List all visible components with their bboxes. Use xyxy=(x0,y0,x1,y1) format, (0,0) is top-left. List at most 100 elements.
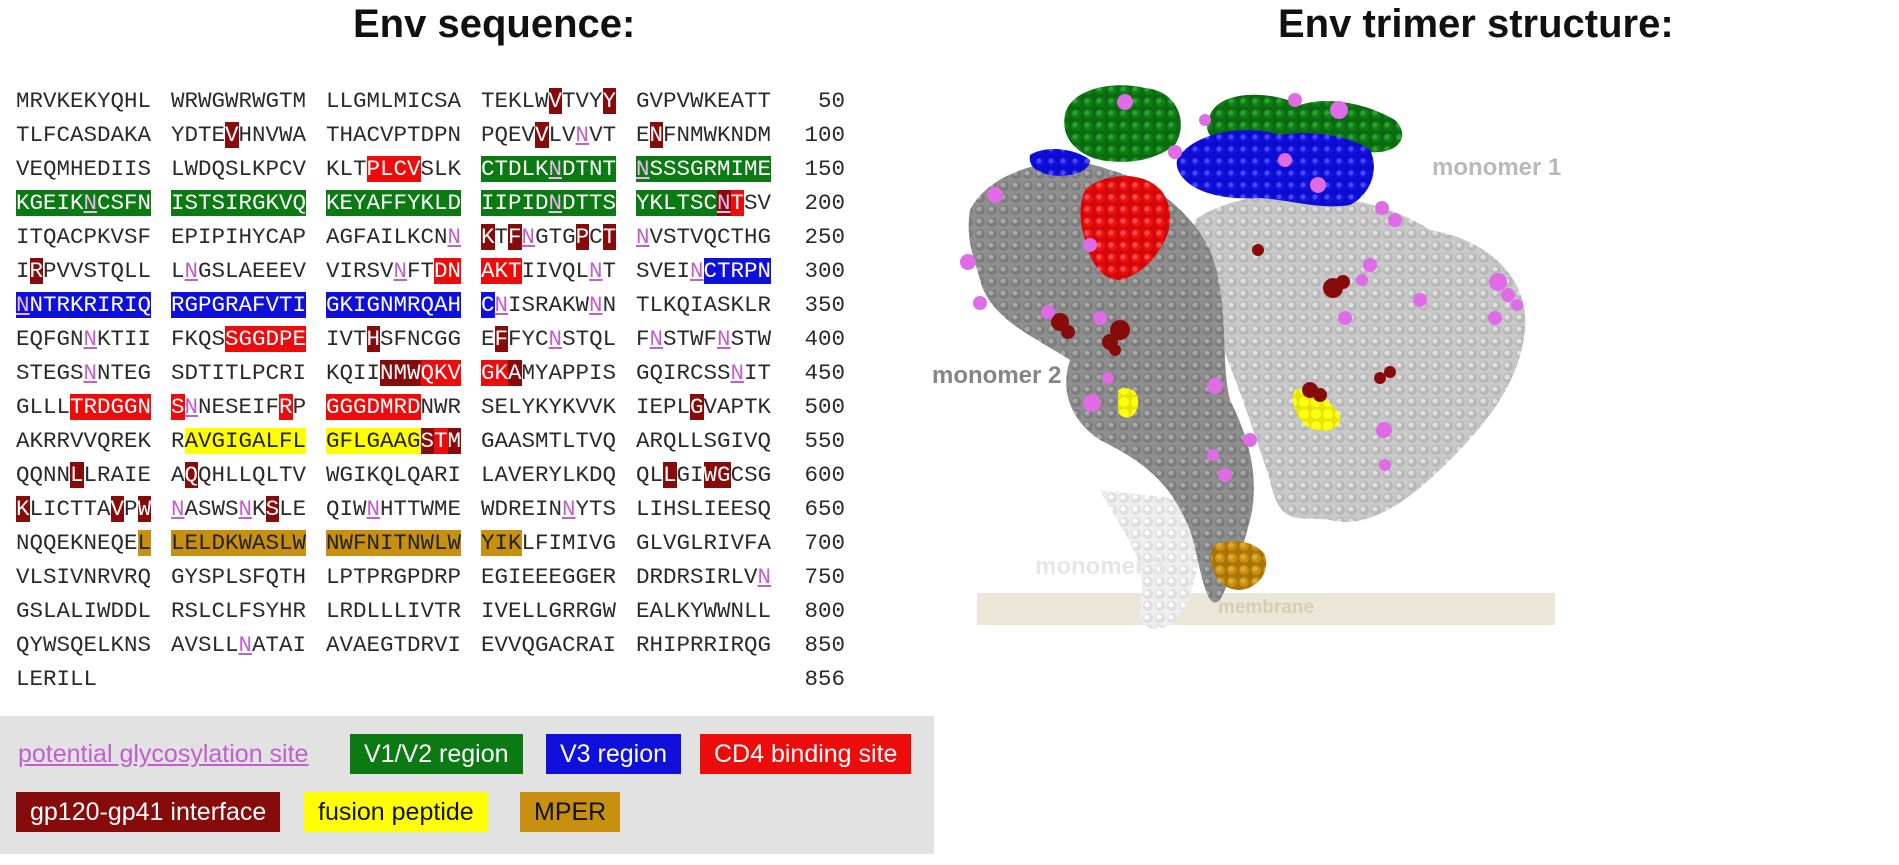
residues: LERILL xyxy=(16,666,98,692)
sequence-block-group: SELYKYKVVK xyxy=(481,390,636,424)
residues: LRDLLLIVTR xyxy=(326,598,462,624)
residues: FT xyxy=(407,258,435,284)
sequence-block-group: QIWNHTTWME xyxy=(326,492,481,526)
highlighted-residues: PLCV xyxy=(366,156,421,182)
residues: QIW xyxy=(326,496,367,522)
residues: GVPVWKEATT xyxy=(636,88,772,114)
sequence-block-group: TEKLWVTVYY xyxy=(481,84,636,118)
residues: A xyxy=(171,462,185,488)
monomer-2-label: monomer 2 xyxy=(932,362,1062,389)
glycosylation-site: N xyxy=(548,326,563,352)
highlighted-residues: W xyxy=(407,360,421,386)
residues: LRAIE xyxy=(83,462,152,488)
residue-number: 850 xyxy=(804,632,845,658)
residues: AVAEGTDRVI xyxy=(326,632,462,658)
highlighted-residues: Q xyxy=(184,462,199,488)
residues: MYAPPIS xyxy=(521,360,617,386)
glycosylation-site: N xyxy=(83,360,98,386)
highlighted-residues: SSSGRMIME xyxy=(649,156,772,182)
sequence-block-group: LWDQSLKPCV xyxy=(171,152,326,186)
residues: SFNCGG xyxy=(380,326,462,352)
highlighted-residues: S xyxy=(265,496,280,522)
residues: F xyxy=(636,326,650,352)
residues: EALKYWWNLL xyxy=(636,598,772,624)
residue-number: 550 xyxy=(804,428,845,454)
highlighted-residues: DTNT xyxy=(562,156,617,182)
sequence-block-group: GKIGNMRQAH xyxy=(326,288,481,322)
monomer-3-label: monomer 3 xyxy=(1035,553,1165,580)
sequence-row: NNTRKRIRIQ RGPGRAFVTI GKIGNMRQAH CNISRAKWNN… xyxy=(16,288,845,322)
residues: P xyxy=(124,496,138,522)
sequence-block-group: SNNESEIFRP xyxy=(171,390,326,424)
sequence-block-group: GLLLTRDGGN xyxy=(16,390,171,424)
glycosylation-site: N xyxy=(238,496,253,522)
glycosylation-site: N xyxy=(521,224,536,250)
residues: KQII xyxy=(326,360,381,386)
highlighted-residues: LELDKWASLW xyxy=(171,530,307,556)
residues: STEGS xyxy=(16,360,84,386)
sequence-block-group: YIKLFIMIVG xyxy=(481,526,636,560)
sequence-block-group: LERILL xyxy=(16,662,171,696)
residues: CSG xyxy=(730,462,772,488)
sequence-block-group: GGGDMRDNWR xyxy=(326,390,481,424)
residues: LE xyxy=(279,496,307,522)
highlighted-residues: L xyxy=(137,530,152,556)
residues: NWR xyxy=(420,394,462,420)
glycosylation-site: N xyxy=(730,360,745,386)
sequence-block-group: ISTSIRGKVQ xyxy=(171,186,326,220)
residues: QL xyxy=(636,462,664,488)
glycosylation-site: N xyxy=(393,258,408,284)
sequence-block-group: AGFAILKCNN xyxy=(326,220,481,254)
highlighted-residues: T xyxy=(602,224,617,250)
residue-number: 50 xyxy=(817,88,845,114)
sequence-block-group: EQFGNNKTII xyxy=(16,322,171,356)
mper-region xyxy=(1210,541,1267,590)
residues: YTS xyxy=(575,496,617,522)
residue-number: 650 xyxy=(804,496,845,522)
sequence-block-group: AKRRVVQREK xyxy=(16,424,171,458)
sequence-block-group: LIHSLIEESQ xyxy=(636,492,791,526)
residues: RSLCLFSYHR xyxy=(171,598,307,624)
sequence-block-group: LPTPRGPDRP xyxy=(326,560,481,594)
legend-cd4: CD4 binding site xyxy=(700,734,912,774)
sequence-row: MRVKEKYQHL WRWGWRWGTM LLGMLMICSA TEKLWVTVYY… xyxy=(16,84,845,118)
residues: EVVQGACRAI xyxy=(481,632,617,658)
highlighted-residues: A xyxy=(508,360,522,386)
residues: ASWS xyxy=(184,496,239,522)
sequence-block-group: VIRSVNFTDN xyxy=(326,254,481,288)
residues: IVT xyxy=(326,326,367,352)
residues: GSLAEEEV xyxy=(198,258,307,284)
sequence-block-group: KLTPLCVSLK xyxy=(326,152,481,186)
sequence-block-group: IRPVVSTQLL xyxy=(16,254,171,288)
residues: QHLLQLTV xyxy=(198,462,307,488)
highlighted-residues: GK xyxy=(481,360,509,386)
highlighted-residues: GGGDMRD xyxy=(326,394,421,420)
sequence-row: VLSIVNRVRQ GYSPLSFQTH LPTPRGPDRP EGIEEEGGER… xyxy=(16,560,845,594)
sequence-block-group: SVEINCTRPN xyxy=(636,254,791,288)
residues: SLK xyxy=(420,156,462,182)
residues: HTTWME xyxy=(380,496,462,522)
residues: GAASMTLTVQ xyxy=(481,428,617,454)
sequence-row: VEQMHEDIIS LWDQSLKPCV KLTPLCVSLK CTDLKNDTNT… xyxy=(16,152,845,186)
residues: SELYKYKVVK xyxy=(481,394,617,420)
glycosylation-site: N xyxy=(589,258,603,284)
glycosylation-site: N xyxy=(757,564,772,590)
highlighted-residues: CTDLK xyxy=(481,156,549,182)
sequence-block-group: MRVKEKYQHL xyxy=(16,84,171,118)
interface-spots xyxy=(1051,244,1396,402)
residues: EGIEEEGGER xyxy=(481,564,617,590)
sequence-block-group: SDTITLPCRI xyxy=(171,356,326,390)
residues: T xyxy=(494,224,509,250)
highlighted-residues: CSFN xyxy=(97,190,152,216)
highlighted-residues: R xyxy=(29,258,44,284)
highlighted-residues: NTRKRIRIQ xyxy=(29,292,152,318)
glycosylation-site: N xyxy=(589,292,603,318)
sequence-row: TLFCASDAKA YDTEVHNVWA THACVPTDPN PQEVVLVNVT… xyxy=(16,118,845,152)
sequence-block-group: EALKYWWNLL xyxy=(636,594,791,628)
residues: STW xyxy=(730,326,772,352)
residues: IVELLGRRGW xyxy=(481,598,617,624)
highlighted-residues: L xyxy=(70,462,84,488)
highlighted-residues: M xyxy=(447,428,462,454)
highlighted-residues: TRDGGN xyxy=(70,394,152,420)
residues: GI xyxy=(676,462,704,488)
